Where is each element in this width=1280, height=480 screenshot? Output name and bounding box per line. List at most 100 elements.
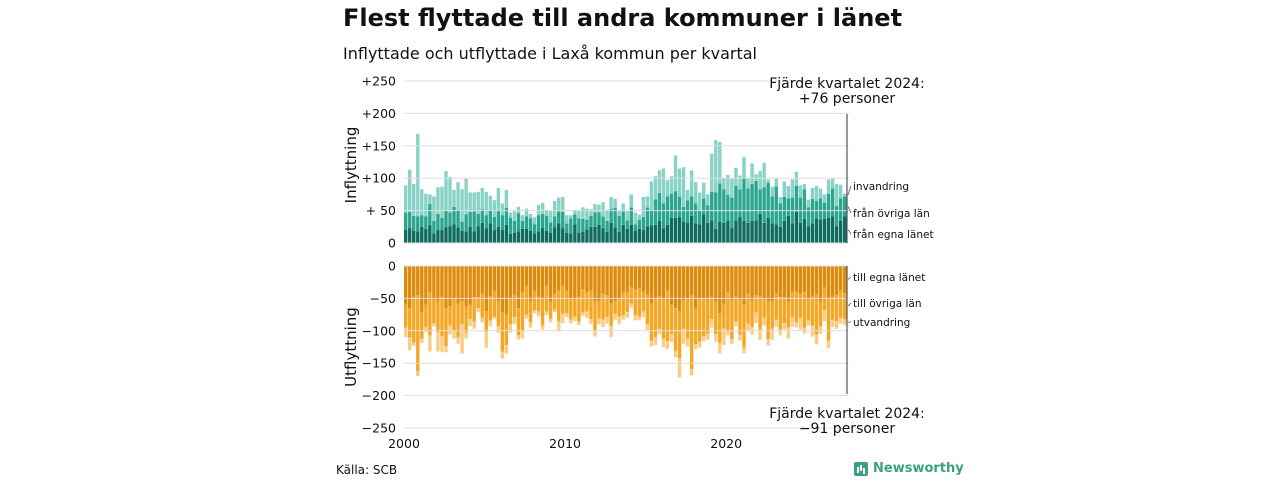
inflow-bar	[746, 178, 750, 189]
outflow-bar	[536, 311, 541, 317]
inflow-bar	[637, 219, 641, 229]
outflow-bar	[625, 291, 629, 313]
inflow-bar	[581, 231, 585, 243]
outflow-bar	[714, 334, 718, 342]
inflow-series-label-leader	[847, 206, 852, 214]
inflow-bar	[798, 222, 803, 243]
outflow-bar	[540, 325, 545, 330]
outflow-bar	[408, 337, 412, 351]
outflow-bar	[416, 295, 420, 371]
inflow-bar	[633, 224, 637, 231]
outflow-bar	[677, 358, 682, 378]
outflow-bar	[452, 266, 456, 299]
outflow-bar	[677, 311, 682, 359]
outflow-bar	[573, 266, 577, 299]
inflow-bar	[665, 180, 670, 197]
outflow-bar	[826, 298, 831, 341]
outflow-bar	[416, 370, 420, 377]
inflow-bar	[722, 222, 726, 243]
inflow-bar	[589, 226, 593, 243]
inflow-bar	[637, 214, 641, 220]
outflow-bar	[702, 266, 706, 299]
outflow-bar	[404, 327, 408, 338]
inflow-bar	[589, 209, 593, 216]
inflow-bar	[806, 226, 811, 243]
inflow-bar	[774, 186, 778, 225]
newsworthy-icon	[854, 461, 868, 476]
outflow-bar	[565, 290, 569, 314]
outflow-bar	[625, 266, 629, 292]
inflow-bar	[669, 176, 674, 194]
inflow-bar	[605, 220, 609, 232]
inflow-bar	[436, 213, 440, 231]
outflow-bar	[444, 266, 448, 309]
inflow-bar	[456, 182, 460, 210]
outflow-bar	[774, 319, 778, 327]
outflow-bar	[770, 328, 774, 340]
inflow-bar	[653, 224, 658, 243]
outflow-bar	[754, 266, 758, 296]
inflow-bar	[770, 196, 774, 224]
outflow-bar	[786, 301, 791, 328]
inflow-bar	[742, 178, 746, 221]
outflow-bar	[520, 330, 525, 339]
outflow-bar	[617, 298, 621, 317]
inflow-bar	[420, 189, 424, 216]
outflow-bar	[480, 317, 484, 323]
outflow-bar	[464, 332, 468, 339]
inflow-bar	[649, 210, 654, 226]
inflow-bar	[508, 217, 513, 234]
inflow-bar	[561, 228, 565, 243]
inflow-bar	[548, 232, 553, 243]
inflow-bar	[798, 185, 803, 198]
outflow-bar	[585, 266, 589, 292]
outflow-bar	[488, 320, 492, 327]
inflow-bar	[742, 220, 746, 243]
inflow-bar	[649, 181, 654, 211]
outflow-bar	[830, 297, 835, 320]
outflow-bar	[432, 323, 436, 327]
outflow-series-label: utvandring	[853, 317, 910, 329]
outflow-bar	[548, 301, 553, 319]
inflow-bar	[758, 213, 762, 243]
inflow-bar	[448, 212, 452, 227]
inflow-bar	[468, 192, 472, 212]
outflow-bar	[524, 285, 529, 315]
outflow-bar	[532, 310, 537, 314]
outflow-bar	[621, 315, 625, 320]
outflow-bar	[710, 319, 714, 328]
outflow-ytick-label: −100	[362, 323, 396, 338]
outflow-bar	[553, 293, 557, 310]
chart-svg: +250 +200 +150 +100 + 50 0 Inflyttning från egn…	[342, 74, 934, 452]
inflow-bar	[500, 203, 505, 216]
outflow-bar	[424, 304, 428, 327]
inflow-bar	[460, 221, 464, 231]
inflow-bar	[569, 218, 573, 234]
inflow-bar	[718, 221, 722, 243]
inflow-bar	[677, 196, 682, 218]
inflow-bar	[589, 215, 593, 227]
outflow-bar	[577, 266, 581, 298]
outflow-bar	[528, 322, 533, 328]
outflow-bar	[710, 297, 714, 320]
inflow-bar	[621, 224, 625, 243]
outflow-bar	[826, 266, 831, 299]
inflow-bar	[826, 179, 831, 194]
outflow-bar	[702, 298, 706, 336]
outflow-bar	[822, 266, 827, 288]
inflow-bar	[778, 196, 782, 204]
outflow-bar	[806, 320, 811, 326]
inflow-bar	[428, 225, 432, 243]
inflow-bar	[774, 224, 778, 243]
inflow-bar	[738, 217, 742, 243]
inflow-bar	[532, 224, 537, 234]
outflow-bar	[440, 266, 444, 298]
outflow-bar	[802, 291, 807, 328]
outflow-bar	[641, 311, 646, 318]
inflow-bar	[609, 196, 613, 209]
inflow-bar	[496, 226, 501, 243]
outflow-bar	[774, 266, 778, 294]
outflow-bar	[440, 335, 444, 353]
outflow-bar	[536, 297, 541, 312]
inflow-bar	[649, 225, 654, 243]
